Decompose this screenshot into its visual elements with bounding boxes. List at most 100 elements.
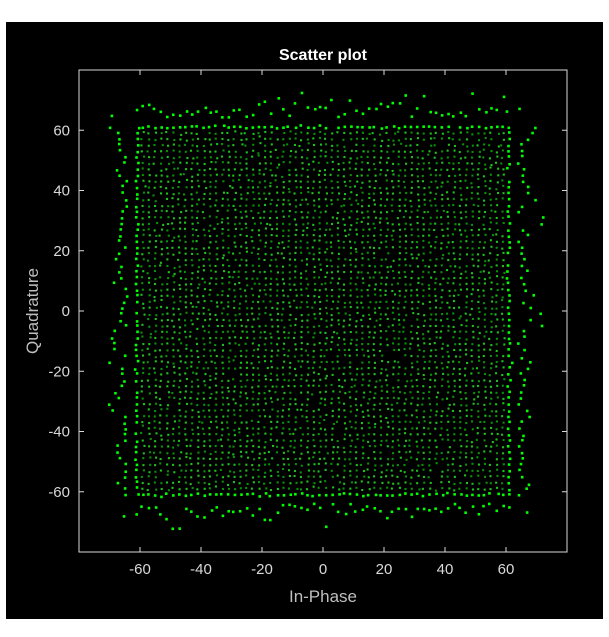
data-point <box>180 342 183 345</box>
data-point <box>228 288 231 291</box>
data-point <box>423 314 426 317</box>
data-point <box>497 492 500 496</box>
data-point <box>160 487 163 491</box>
data-point <box>482 493 486 497</box>
data-point <box>276 289 279 292</box>
data-point <box>506 251 510 255</box>
data-point <box>276 271 279 274</box>
data-point <box>507 348 510 351</box>
data-point <box>221 116 224 119</box>
data-point <box>422 451 425 454</box>
data-point <box>160 253 163 256</box>
data-point <box>475 367 478 370</box>
data-point <box>226 294 230 297</box>
data-point <box>454 223 457 226</box>
data-point <box>410 180 413 183</box>
data-point <box>159 513 162 516</box>
data-point <box>465 222 468 225</box>
data-point <box>404 507 408 511</box>
data-point <box>381 481 384 484</box>
data-point <box>135 354 138 358</box>
data-point <box>453 330 456 333</box>
data-point <box>287 215 291 218</box>
data-point <box>446 491 449 495</box>
data-point <box>153 415 156 418</box>
data-point <box>184 415 187 418</box>
data-point <box>466 361 469 364</box>
data-point <box>227 456 230 459</box>
data-point <box>149 463 152 466</box>
data-point <box>434 361 437 364</box>
data-point <box>417 451 420 454</box>
data-point <box>477 168 480 171</box>
data-point <box>324 433 327 436</box>
data-point <box>274 391 277 394</box>
data-point <box>378 221 382 224</box>
data-point <box>288 428 291 431</box>
data-point <box>183 125 187 129</box>
data-point <box>234 367 237 370</box>
data-point <box>379 336 382 339</box>
data-point <box>257 481 261 484</box>
data-point <box>403 348 406 351</box>
data-point <box>197 451 200 454</box>
data-point <box>483 278 486 281</box>
data-point <box>361 257 364 260</box>
data-point <box>222 124 226 128</box>
data-point <box>306 326 309 329</box>
data-point <box>360 271 363 274</box>
data-point <box>159 264 162 267</box>
data-point <box>209 156 212 159</box>
data-point <box>349 132 352 135</box>
data-point <box>490 397 493 400</box>
data-point <box>293 283 296 286</box>
data-point <box>185 131 188 134</box>
data-point <box>319 480 322 483</box>
data-point <box>344 354 347 357</box>
data-point <box>360 289 363 292</box>
data-point <box>355 451 358 454</box>
data-point <box>427 161 431 165</box>
data-point <box>503 337 506 340</box>
data-point <box>312 485 315 488</box>
data-point <box>360 427 364 430</box>
data-point <box>269 162 273 165</box>
data-point <box>123 354 127 358</box>
data-point <box>160 180 163 183</box>
data-point <box>317 258 321 261</box>
data-point <box>441 193 444 196</box>
data-point <box>282 439 285 442</box>
data-point <box>505 110 509 113</box>
data-point <box>269 488 273 492</box>
data-point <box>320 283 323 286</box>
data-point <box>202 269 205 272</box>
data-point <box>404 487 407 491</box>
data-point <box>435 403 438 406</box>
data-point <box>367 234 370 237</box>
data-point <box>452 325 455 328</box>
data-point <box>427 125 431 128</box>
data-point <box>386 222 389 225</box>
data-point <box>182 193 186 196</box>
data-point <box>417 277 420 280</box>
data-point <box>336 463 339 466</box>
data-point <box>386 433 389 436</box>
data-point <box>209 205 212 208</box>
data-point <box>361 337 364 340</box>
data-point <box>508 241 511 244</box>
data-point <box>440 216 443 219</box>
data-point <box>281 446 284 449</box>
data-point <box>465 301 468 304</box>
data-point <box>289 403 292 406</box>
data-point <box>294 421 297 424</box>
data-point <box>435 446 438 449</box>
data-point <box>263 475 266 478</box>
data-point <box>373 256 376 260</box>
data-point <box>477 300 480 304</box>
data-point <box>215 277 218 280</box>
data-point <box>160 408 163 411</box>
data-point <box>167 445 170 448</box>
data-point <box>288 503 291 507</box>
data-point <box>147 222 151 225</box>
data-point <box>121 307 124 310</box>
